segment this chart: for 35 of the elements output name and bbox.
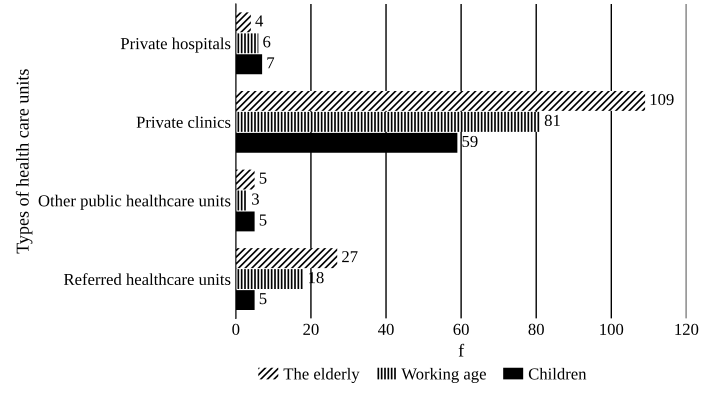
data-label: 5 (260, 214, 266, 226)
legend-label: The elderly (284, 368, 360, 383)
data-label: 3 (252, 193, 259, 205)
x-tick-label: 100 (600, 324, 624, 335)
bar (236, 33, 258, 54)
data-label: 7 (267, 57, 274, 68)
x-tick-label: 60 (454, 324, 469, 335)
data-label: 5 (260, 293, 266, 304)
bar (236, 190, 248, 210)
bar (236, 12, 251, 32)
x-tick-label: 40 (378, 324, 394, 335)
data-label: 59 (462, 136, 478, 148)
bar (236, 248, 338, 268)
bar (236, 170, 255, 190)
x-tick-label: 0 (232, 324, 240, 335)
bar (236, 269, 304, 290)
y-tick-label: Referred healthcare units (64, 273, 230, 286)
data-label: 5 (260, 172, 266, 184)
y-tick-label: Other public healthcare units (38, 194, 230, 210)
x-tick-label: 120 (675, 324, 698, 335)
data-label: 6 (263, 36, 270, 48)
y-axis-title: Types of health care units (16, 69, 32, 254)
x-tick-label: 80 (528, 324, 544, 335)
y-tick-label: Private hospitals (120, 38, 230, 53)
x-axis-title: f (458, 344, 464, 356)
bar (236, 90, 646, 111)
x-tick-label: 20 (303, 324, 319, 335)
legend-label: Working age (401, 368, 486, 383)
data-label: 27 (342, 251, 358, 262)
data-label: 81 (544, 114, 560, 126)
y-tick-label: Private clinics (136, 116, 230, 128)
data-label: 4 (255, 15, 264, 26)
legend-label: Children (528, 368, 586, 380)
bar (236, 112, 540, 132)
data-label: 109 (650, 94, 674, 106)
